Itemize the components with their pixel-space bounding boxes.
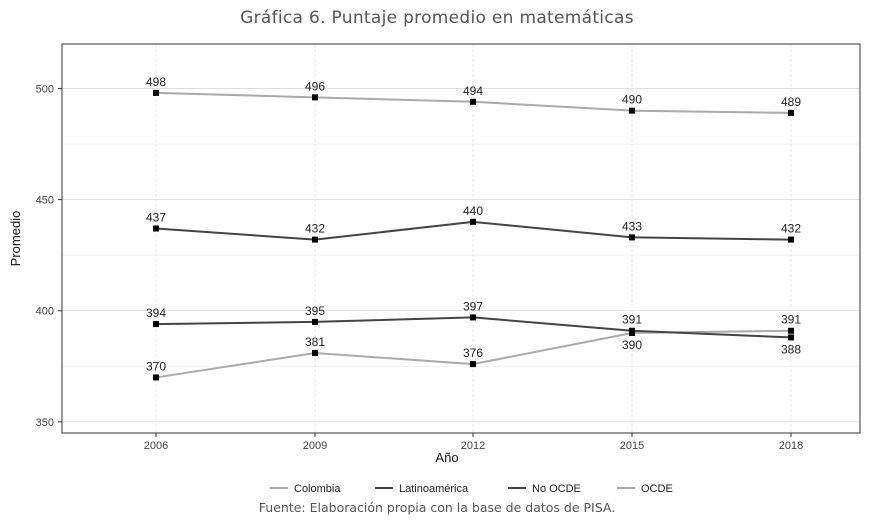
data-point: [312, 318, 318, 325]
data-point: [788, 327, 794, 334]
data-label: 494: [463, 84, 483, 98]
data-point: [312, 349, 318, 356]
legend-label: No OCDE: [532, 483, 581, 495]
data-label: 498: [146, 75, 166, 89]
legend-label: Colombia: [294, 483, 341, 495]
data-label: 433: [622, 219, 642, 233]
plot-panel: [61, 43, 861, 434]
data-label: 391: [781, 313, 801, 327]
source-note: Fuente: Elaboración propia con la base d…: [258, 500, 616, 515]
y-tick-label: 350: [36, 417, 54, 429]
data-point: [470, 314, 476, 321]
data-label: 394: [146, 306, 166, 320]
x-tick-label: 2015: [620, 440, 644, 452]
data-label: 432: [305, 222, 325, 236]
x-tick-label: 2012: [461, 440, 485, 452]
data-label: 437: [146, 210, 166, 224]
data-label: 381: [305, 335, 325, 349]
data-point: [470, 98, 476, 105]
data-label: 397: [463, 299, 483, 313]
data-point: [153, 89, 159, 96]
data-point: [153, 321, 159, 328]
chart-title: Gráfica 6. Puntaje promedio en matemátic…: [240, 8, 634, 28]
data-label: 391: [622, 313, 642, 327]
series-line-latinoamérica: [155, 316, 792, 339]
data-label: 489: [781, 95, 801, 109]
y-axis-title: Promedio: [8, 211, 23, 267]
y-tick-label: 450: [36, 195, 54, 207]
data-point: [312, 94, 318, 101]
data-label: 388: [781, 342, 801, 356]
data-label: 370: [146, 359, 166, 373]
data-point: [470, 361, 476, 368]
y-tick-label: 400: [36, 306, 54, 318]
data-label: 376: [463, 346, 483, 360]
legend-label: OCDE: [641, 483, 673, 495]
data-point: [470, 218, 476, 225]
data-point: [629, 107, 635, 114]
data-point: [153, 374, 159, 381]
y-tick-label: 500: [36, 83, 54, 95]
data-label: 496: [305, 79, 325, 93]
x-tick-label: 2006: [144, 440, 168, 452]
data-point: [312, 236, 318, 243]
data-label: 490: [622, 93, 642, 107]
x-tick-label: 2009: [303, 440, 327, 452]
data-point: [629, 327, 635, 334]
x-axis-title: Año: [435, 450, 458, 465]
data-point: [629, 234, 635, 241]
data-point: [788, 334, 794, 341]
data-label: 390: [622, 338, 642, 352]
x-tick-label: 2018: [779, 440, 803, 452]
data-label: 432: [781, 222, 801, 236]
data-label: 440: [463, 204, 483, 218]
legend-label: Latinoamérica: [399, 483, 469, 495]
data-point: [788, 236, 794, 243]
data-point: [788, 109, 794, 116]
data-label: 395: [305, 304, 325, 318]
data-point: [153, 225, 159, 232]
